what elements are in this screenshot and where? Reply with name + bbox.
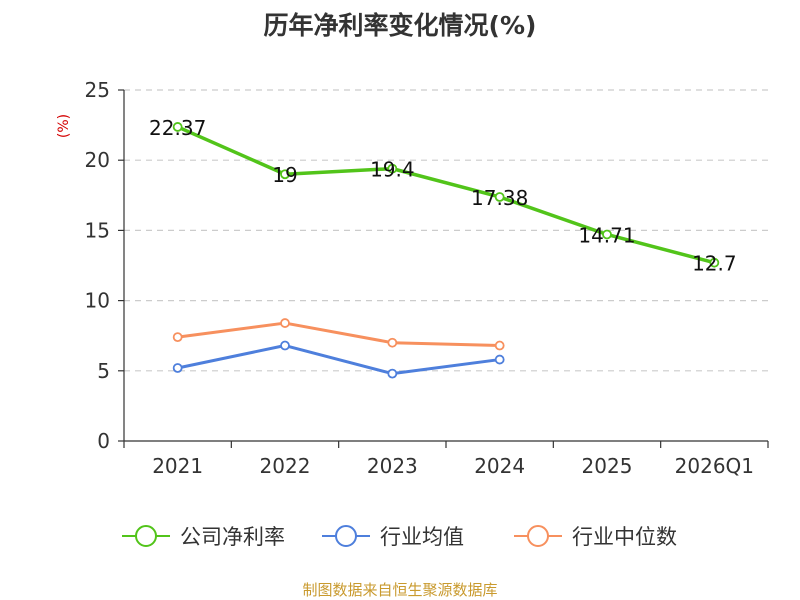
data-point-2-2023 — [387, 337, 398, 348]
data-label-2023: 19.4 — [370, 158, 415, 182]
data-label-2022: 19 — [272, 163, 297, 187]
legend-swatch-icon-1 — [335, 525, 357, 547]
y-tick-label-10: 10 — [85, 289, 110, 313]
series-line-0 — [176, 125, 715, 265]
y-tick-label-0: 0 — [97, 429, 110, 453]
data-point-1-2023 — [387, 368, 398, 379]
data-label-2026Q1: 12.7 — [692, 252, 737, 276]
data-point-2-2022 — [280, 318, 290, 328]
data-point-0-2021 — [172, 122, 183, 132]
legend-swatch-icon-0 — [135, 525, 157, 547]
y-tick-label-15: 15 — [85, 218, 110, 242]
x-tick-label-2021: 2021 — [152, 454, 203, 478]
x-tick-label-2023: 2023 — [367, 454, 418, 478]
data-point-0-2023 — [387, 163, 398, 174]
data-label-2025: 14.71 — [578, 223, 635, 247]
data-point-2-2024 — [494, 340, 505, 351]
series-line-1 — [177, 344, 500, 376]
data-point-0-2026Q1 — [709, 257, 720, 268]
legend-item-0: 公司净利率 — [122, 525, 285, 549]
y-axis-label: (%) — [56, 114, 72, 138]
data-point-1-2021 — [172, 363, 183, 373]
series-lines — [172, 122, 720, 379]
y-tick-label-25: 25 — [85, 78, 110, 102]
x-tick-label-2025: 2025 — [582, 454, 633, 478]
data-labels: 22.37 19 19.4 17.38 14.71 12.7 — [149, 116, 737, 276]
data-point-0-2024 — [494, 192, 505, 202]
legend: 公司净利率 行业均值 行业中位数 — [122, 525, 677, 549]
data-point-0-2022 — [280, 169, 290, 180]
legend-label-1: 行业均值 — [380, 525, 464, 549]
legend-item-2: 行业中位数 — [514, 525, 677, 549]
source-note: 制图数据来自恒生聚源数据库 — [302, 581, 497, 599]
data-point-0-2025 — [602, 229, 612, 240]
data-point-1-2024 — [494, 354, 505, 365]
legend-label-2: 行业中位数 — [572, 525, 677, 549]
data-point-1-2022 — [280, 340, 290, 351]
y-tick-label-5: 5 — [97, 359, 110, 383]
legend-label-0: 公司净利率 — [180, 525, 285, 549]
data-point-2-2021 — [172, 332, 183, 343]
legend-item-1: 行业均值 — [322, 525, 464, 549]
series-line-2 — [177, 321, 500, 348]
x-tick-label-2024: 2024 — [474, 454, 525, 478]
legend-swatch-icon-2 — [527, 525, 549, 547]
data-label-2021: 22.37 — [149, 116, 206, 140]
gridlines — [124, 89, 768, 372]
x-tick-label-2022: 2022 — [260, 454, 311, 478]
data-label-2024: 17.38 — [471, 186, 528, 210]
y-tick-label-20: 20 — [85, 148, 110, 172]
chart-title: 历年净利率变化情况(%) — [264, 11, 537, 40]
x-tick-label-2026Q1: 2026Q1 — [675, 454, 754, 478]
